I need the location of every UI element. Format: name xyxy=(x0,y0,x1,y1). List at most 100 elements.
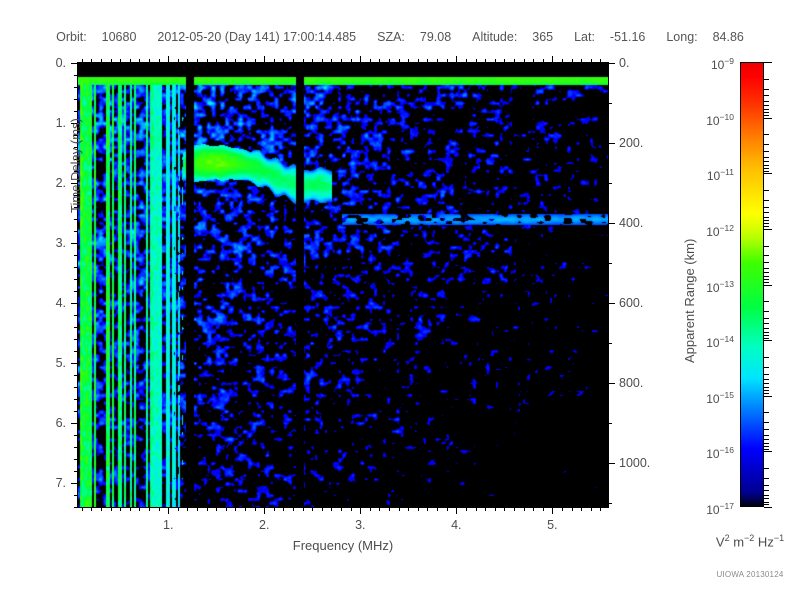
y-tick-right xyxy=(608,63,615,64)
x-tick-top xyxy=(302,59,304,63)
x-tick-top xyxy=(561,59,563,63)
x-tick-top xyxy=(369,59,371,63)
x-tick-top xyxy=(513,59,515,63)
x-tick-bottom xyxy=(177,507,179,511)
y-tick-label-left: 6. xyxy=(55,416,66,430)
y-tick-left xyxy=(74,435,78,436)
x-tick-bottom xyxy=(302,507,304,511)
x-tick-top xyxy=(446,59,448,63)
x-tick-label: 3. xyxy=(355,518,366,532)
colorbar-tick-minor xyxy=(764,220,769,222)
y-tick-left xyxy=(71,483,78,484)
altitude-value: 365 xyxy=(532,30,554,44)
y-tick-left xyxy=(74,159,78,160)
x-tick-top xyxy=(91,59,93,63)
y-tick-left xyxy=(74,339,78,340)
x-tick-top xyxy=(312,59,314,63)
colorbar-tick-minor xyxy=(764,78,769,80)
ionogram-plot-panel: 0. 1. 2. 3. 4. 5. 6. 7. 0. 200. 400. 600. 800. 1000. 1… xyxy=(56,56,697,553)
colorbar-tick-minor xyxy=(764,156,769,158)
x-tick-bottom xyxy=(110,507,112,511)
x-tick-bottom xyxy=(245,507,247,511)
y-tick-left xyxy=(71,123,78,124)
x-tick-top xyxy=(437,59,439,63)
x-tick-label: 2. xyxy=(259,518,270,532)
y-tick-left xyxy=(74,231,78,232)
y-tick-label-right: 1000. xyxy=(619,456,651,470)
x-tick-label: 4. xyxy=(451,518,462,532)
y-tick-left xyxy=(74,147,78,148)
colorbar-tick-label: 10−17 xyxy=(706,501,734,517)
colorbar-tick-major xyxy=(764,117,772,119)
colorbar-tick-minor xyxy=(764,170,769,172)
x-tick-bottom xyxy=(273,507,275,511)
y-tick-right xyxy=(608,103,612,104)
y-tick-left xyxy=(74,75,78,76)
colorbar-tick-major xyxy=(764,507,772,508)
x-tick-bottom xyxy=(341,507,343,511)
colorbar-tick-minor xyxy=(764,317,769,319)
colorbar-tick-minor xyxy=(764,199,769,201)
colorbar-tick-minor xyxy=(764,356,769,358)
y-tick-label-left: 1. xyxy=(55,116,66,130)
datetime-value: 2012-05-20 (Day 141) 17:00:14.485 xyxy=(157,30,357,44)
sza-label: SZA: xyxy=(377,30,405,44)
x-tick-top xyxy=(129,59,131,63)
x-tick-bottom xyxy=(581,507,583,511)
y-tick-label-right: 0. xyxy=(619,56,630,70)
y-tick-left xyxy=(74,99,78,100)
colorbar-tick-minor xyxy=(764,477,769,479)
x-tick-top xyxy=(149,59,151,63)
colorbar-tick-minor xyxy=(764,387,769,389)
colorbar-tick-minor xyxy=(764,383,769,385)
x-tick-bottom xyxy=(91,507,93,511)
x-tick-top xyxy=(264,56,266,63)
x-tick-top xyxy=(389,59,391,63)
x-tick-bottom xyxy=(398,507,400,511)
colorbar-tick-minor xyxy=(764,134,769,136)
x-tick-label: 5. xyxy=(547,518,558,532)
x-tick-bottom xyxy=(129,507,131,511)
x-tick-bottom xyxy=(533,507,535,511)
colorbar-tick-label: 10−15 xyxy=(706,389,734,406)
colorbar-tick-minor xyxy=(764,498,769,500)
spectrogram-heatmap xyxy=(78,63,608,507)
colorbar-tick-minor xyxy=(764,334,769,336)
x-tick-top xyxy=(600,59,602,63)
y-tick-left xyxy=(74,207,78,208)
colorbar-tick-minor xyxy=(764,255,769,257)
colorbar-tick-minor xyxy=(764,115,769,117)
colorbar-tick-minor xyxy=(764,262,769,264)
colorbar-tick-minor xyxy=(764,422,769,424)
x-tick-bottom xyxy=(81,507,83,511)
x-tick-bottom xyxy=(494,507,496,511)
latitude-value: -51.16 xyxy=(609,30,646,44)
y-tick-left xyxy=(74,291,78,292)
longitude-value: 84.86 xyxy=(712,30,744,44)
x-tick-bottom xyxy=(350,507,352,511)
colorbar-tick-minor xyxy=(764,160,769,162)
colorbar-tick-minor xyxy=(764,445,769,447)
colorbar-tick-minor xyxy=(764,373,769,375)
colorbar-tick-minor xyxy=(764,212,769,214)
x-tick-bottom xyxy=(149,507,151,511)
y-tick-left xyxy=(74,459,78,460)
x-tick-bottom xyxy=(456,507,458,514)
x-tick-bottom xyxy=(225,507,227,511)
colorbar-units-label: V2 m−2 Hz−1 xyxy=(715,533,785,550)
x-tick-bottom xyxy=(331,507,333,511)
colorbar-tick-label: 10−13 xyxy=(706,278,734,295)
colorbar-tick-minor xyxy=(764,390,769,392)
x-tick-top xyxy=(465,59,467,63)
colorbar-tick-major xyxy=(764,451,772,453)
x-tick-top xyxy=(427,59,429,63)
x-tick-label: 1. xyxy=(163,518,174,532)
x-tick-top xyxy=(216,59,218,63)
x-tick-bottom xyxy=(283,507,285,511)
x-tick-top xyxy=(120,59,122,63)
y-tick-left xyxy=(71,363,78,364)
y-tick-label-right: 400. xyxy=(619,216,644,230)
latitude-label: Lat: xyxy=(574,30,595,44)
x-tick-bottom xyxy=(216,507,218,511)
x-tick-top xyxy=(350,59,352,63)
